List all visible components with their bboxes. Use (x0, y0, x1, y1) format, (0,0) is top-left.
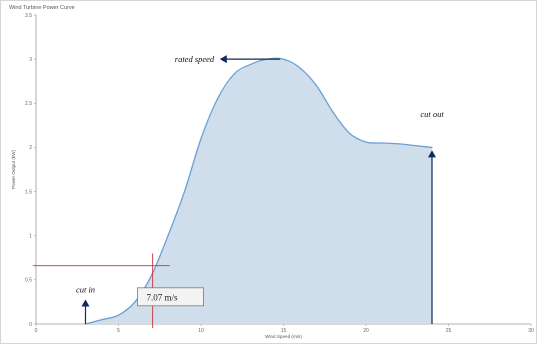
chart-title: Wind Turbine Power Curve (9, 5, 75, 11)
x-axis-label: Wind Speed (m/s) (265, 334, 302, 339)
y-tick-label: 3.5 (25, 13, 32, 19)
x-tick-label: 25 (446, 328, 452, 334)
data-point (315, 85, 318, 87)
data-point (134, 301, 136, 303)
data-point (299, 67, 301, 69)
cut-out-label: cut out (420, 109, 444, 119)
data-point (183, 190, 186, 193)
speed-callout-box (137, 287, 204, 307)
x-tick-label: 0 (35, 328, 38, 334)
x-tick-label: 20 (363, 328, 369, 334)
y-tick-label: 0.5 (25, 278, 32, 284)
x-tick-label: 30 (528, 328, 534, 334)
data-point (249, 63, 252, 66)
y-tick-label: 1 (29, 234, 32, 240)
y-tick-label: 0 (29, 322, 32, 328)
cut-in-label: cut in (76, 285, 95, 295)
power-curve-area (85, 59, 432, 325)
x-tick-label: 15 (281, 328, 287, 334)
plot-area: 0 5 10 15 20 25 30 0 0.5 1 1.5 2 2.5 3 3.5 cut out rated… (25, 13, 534, 334)
data-point (200, 138, 202, 140)
data-point (117, 314, 120, 316)
data-point (167, 235, 169, 237)
data-point (348, 132, 351, 134)
y-tick-label: 3 (29, 57, 32, 63)
data-point (233, 73, 235, 75)
data-point (398, 143, 400, 145)
data-point (332, 111, 334, 113)
rated-speed-label: rated speed (175, 54, 215, 64)
x-tick-label: 5 (117, 328, 120, 334)
data-point (381, 142, 384, 144)
y-tick-label: 2.5 (25, 101, 32, 107)
data-point (150, 274, 153, 277)
y-tick-label: 1.5 (25, 189, 32, 195)
data-point (216, 98, 219, 100)
data-point (431, 146, 433, 149)
data-point (101, 318, 103, 321)
speed-callout-label: 7.07 m/s (146, 292, 178, 302)
y-tick-label: 2 (29, 145, 32, 151)
data-point (282, 58, 285, 60)
data-point (365, 141, 367, 143)
y-axis-label: Power Output (kW) (11, 150, 16, 190)
x-tick-label: 10 (198, 328, 204, 334)
data-point (414, 145, 417, 147)
